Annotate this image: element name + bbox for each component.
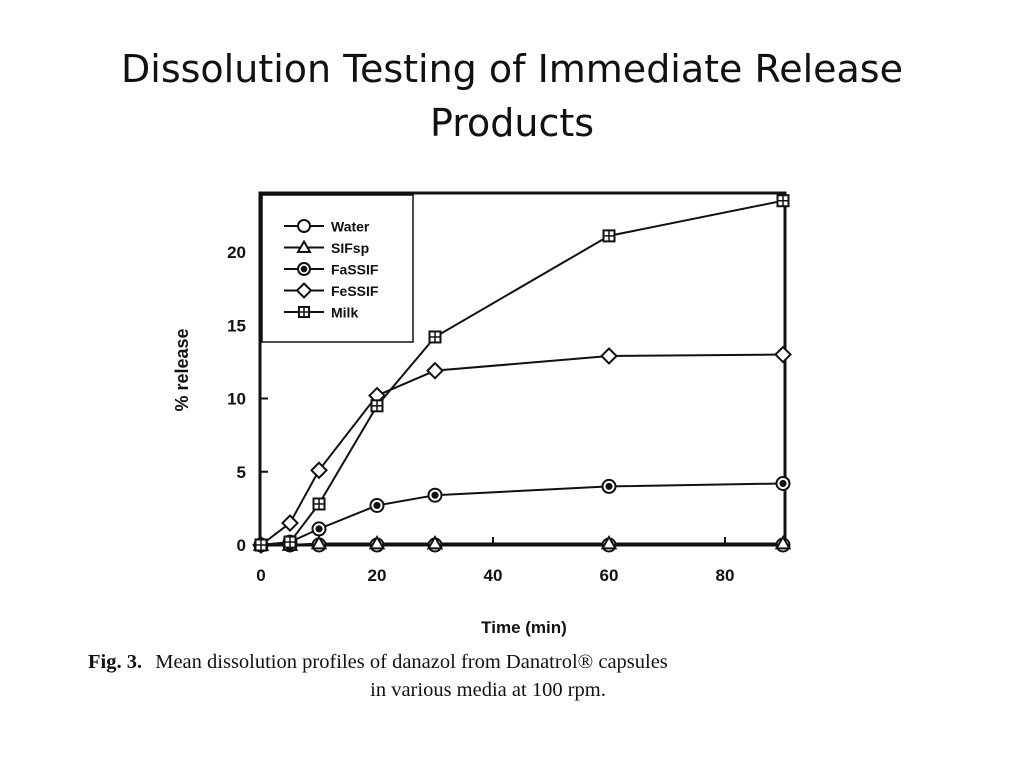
x-tick-label: 60 bbox=[600, 566, 619, 585]
legend-label: FaSSIF bbox=[331, 262, 379, 278]
data-point-sifsp bbox=[774, 535, 792, 550]
slide-title-line2: Products bbox=[429, 101, 595, 145]
data-point-milk bbox=[602, 229, 616, 243]
legend-item-fessif: FeSSIF bbox=[284, 282, 379, 299]
y-tick-label: 0 bbox=[237, 536, 246, 555]
legend-label: FeSSIF bbox=[331, 283, 379, 299]
caption-text-line2: in various media at 100 rpm. bbox=[370, 679, 606, 701]
legend-item-water: Water bbox=[284, 219, 370, 235]
x-tick-label: 0 bbox=[256, 566, 265, 585]
y-tick-label: 5 bbox=[237, 463, 246, 482]
legend-marker-water bbox=[297, 219, 311, 233]
series-line-fassif bbox=[260, 482, 784, 546]
series-line-fessif bbox=[260, 353, 784, 546]
x-tick-label: 80 bbox=[716, 566, 735, 585]
data-point-fassif bbox=[311, 521, 327, 537]
y-axis-label: % release bbox=[172, 328, 192, 411]
data-point-fessif bbox=[281, 514, 299, 532]
legend-marker-milk bbox=[298, 306, 310, 318]
legend-item-milk: Milk bbox=[284, 305, 358, 321]
caption-text-line1: Mean dissolution profiles of danazol fro… bbox=[155, 651, 668, 673]
data-point-milk bbox=[370, 399, 384, 413]
legend-item-fassif: FaSSIF bbox=[284, 262, 379, 278]
figure-label: Fig. 3. bbox=[88, 651, 143, 673]
x-tick-label: 40 bbox=[484, 566, 503, 585]
legend-item-sifsp: SIFsp bbox=[284, 239, 369, 256]
legend-label: SIFsp bbox=[331, 240, 369, 256]
y-tick-label: 10 bbox=[227, 390, 246, 409]
data-point-fassif bbox=[601, 478, 617, 494]
data-point-sifsp bbox=[310, 535, 328, 550]
data-point-fessif bbox=[600, 347, 618, 365]
data-point-milk bbox=[776, 194, 790, 208]
data-point-milk bbox=[428, 330, 442, 344]
data-point-sifsp bbox=[426, 535, 444, 550]
x-tick-label: 20 bbox=[368, 566, 387, 585]
slide-title-line1: Dissolution Testing of Immediate Release bbox=[121, 47, 903, 91]
legend-label: Milk bbox=[331, 305, 358, 321]
data-point-milk bbox=[283, 535, 297, 549]
legend-marker-fassif bbox=[297, 262, 311, 276]
data-point-fessif bbox=[774, 345, 792, 364]
data-point-fassif bbox=[369, 497, 385, 513]
slide-title: Dissolution Testing of Immediate Release… bbox=[0, 42, 1024, 150]
data-point-fassif bbox=[427, 487, 443, 503]
data-point-milk bbox=[312, 497, 326, 511]
data-point-sifsp bbox=[368, 535, 386, 550]
figure-caption: Fig. 3. Mean dissolution profiles of dan… bbox=[88, 648, 888, 704]
x-axis-label: Time (min) bbox=[481, 618, 567, 637]
data-point-fessif bbox=[426, 361, 444, 380]
data-point-milk bbox=[254, 538, 268, 552]
legend-label: Water bbox=[331, 219, 370, 235]
data-point-fessif bbox=[310, 461, 328, 480]
legend: Water SIFsp FaSSIF FeSSIF Milk bbox=[261, 194, 414, 343]
y-tick-label: 20 bbox=[227, 243, 246, 262]
y-tick-label: 15 bbox=[227, 316, 246, 335]
legend-marker-sifsp bbox=[296, 239, 312, 253]
data-point-fassif bbox=[775, 475, 791, 491]
data-point-sifsp bbox=[600, 535, 618, 550]
legend-marker-fessif bbox=[295, 282, 313, 299]
